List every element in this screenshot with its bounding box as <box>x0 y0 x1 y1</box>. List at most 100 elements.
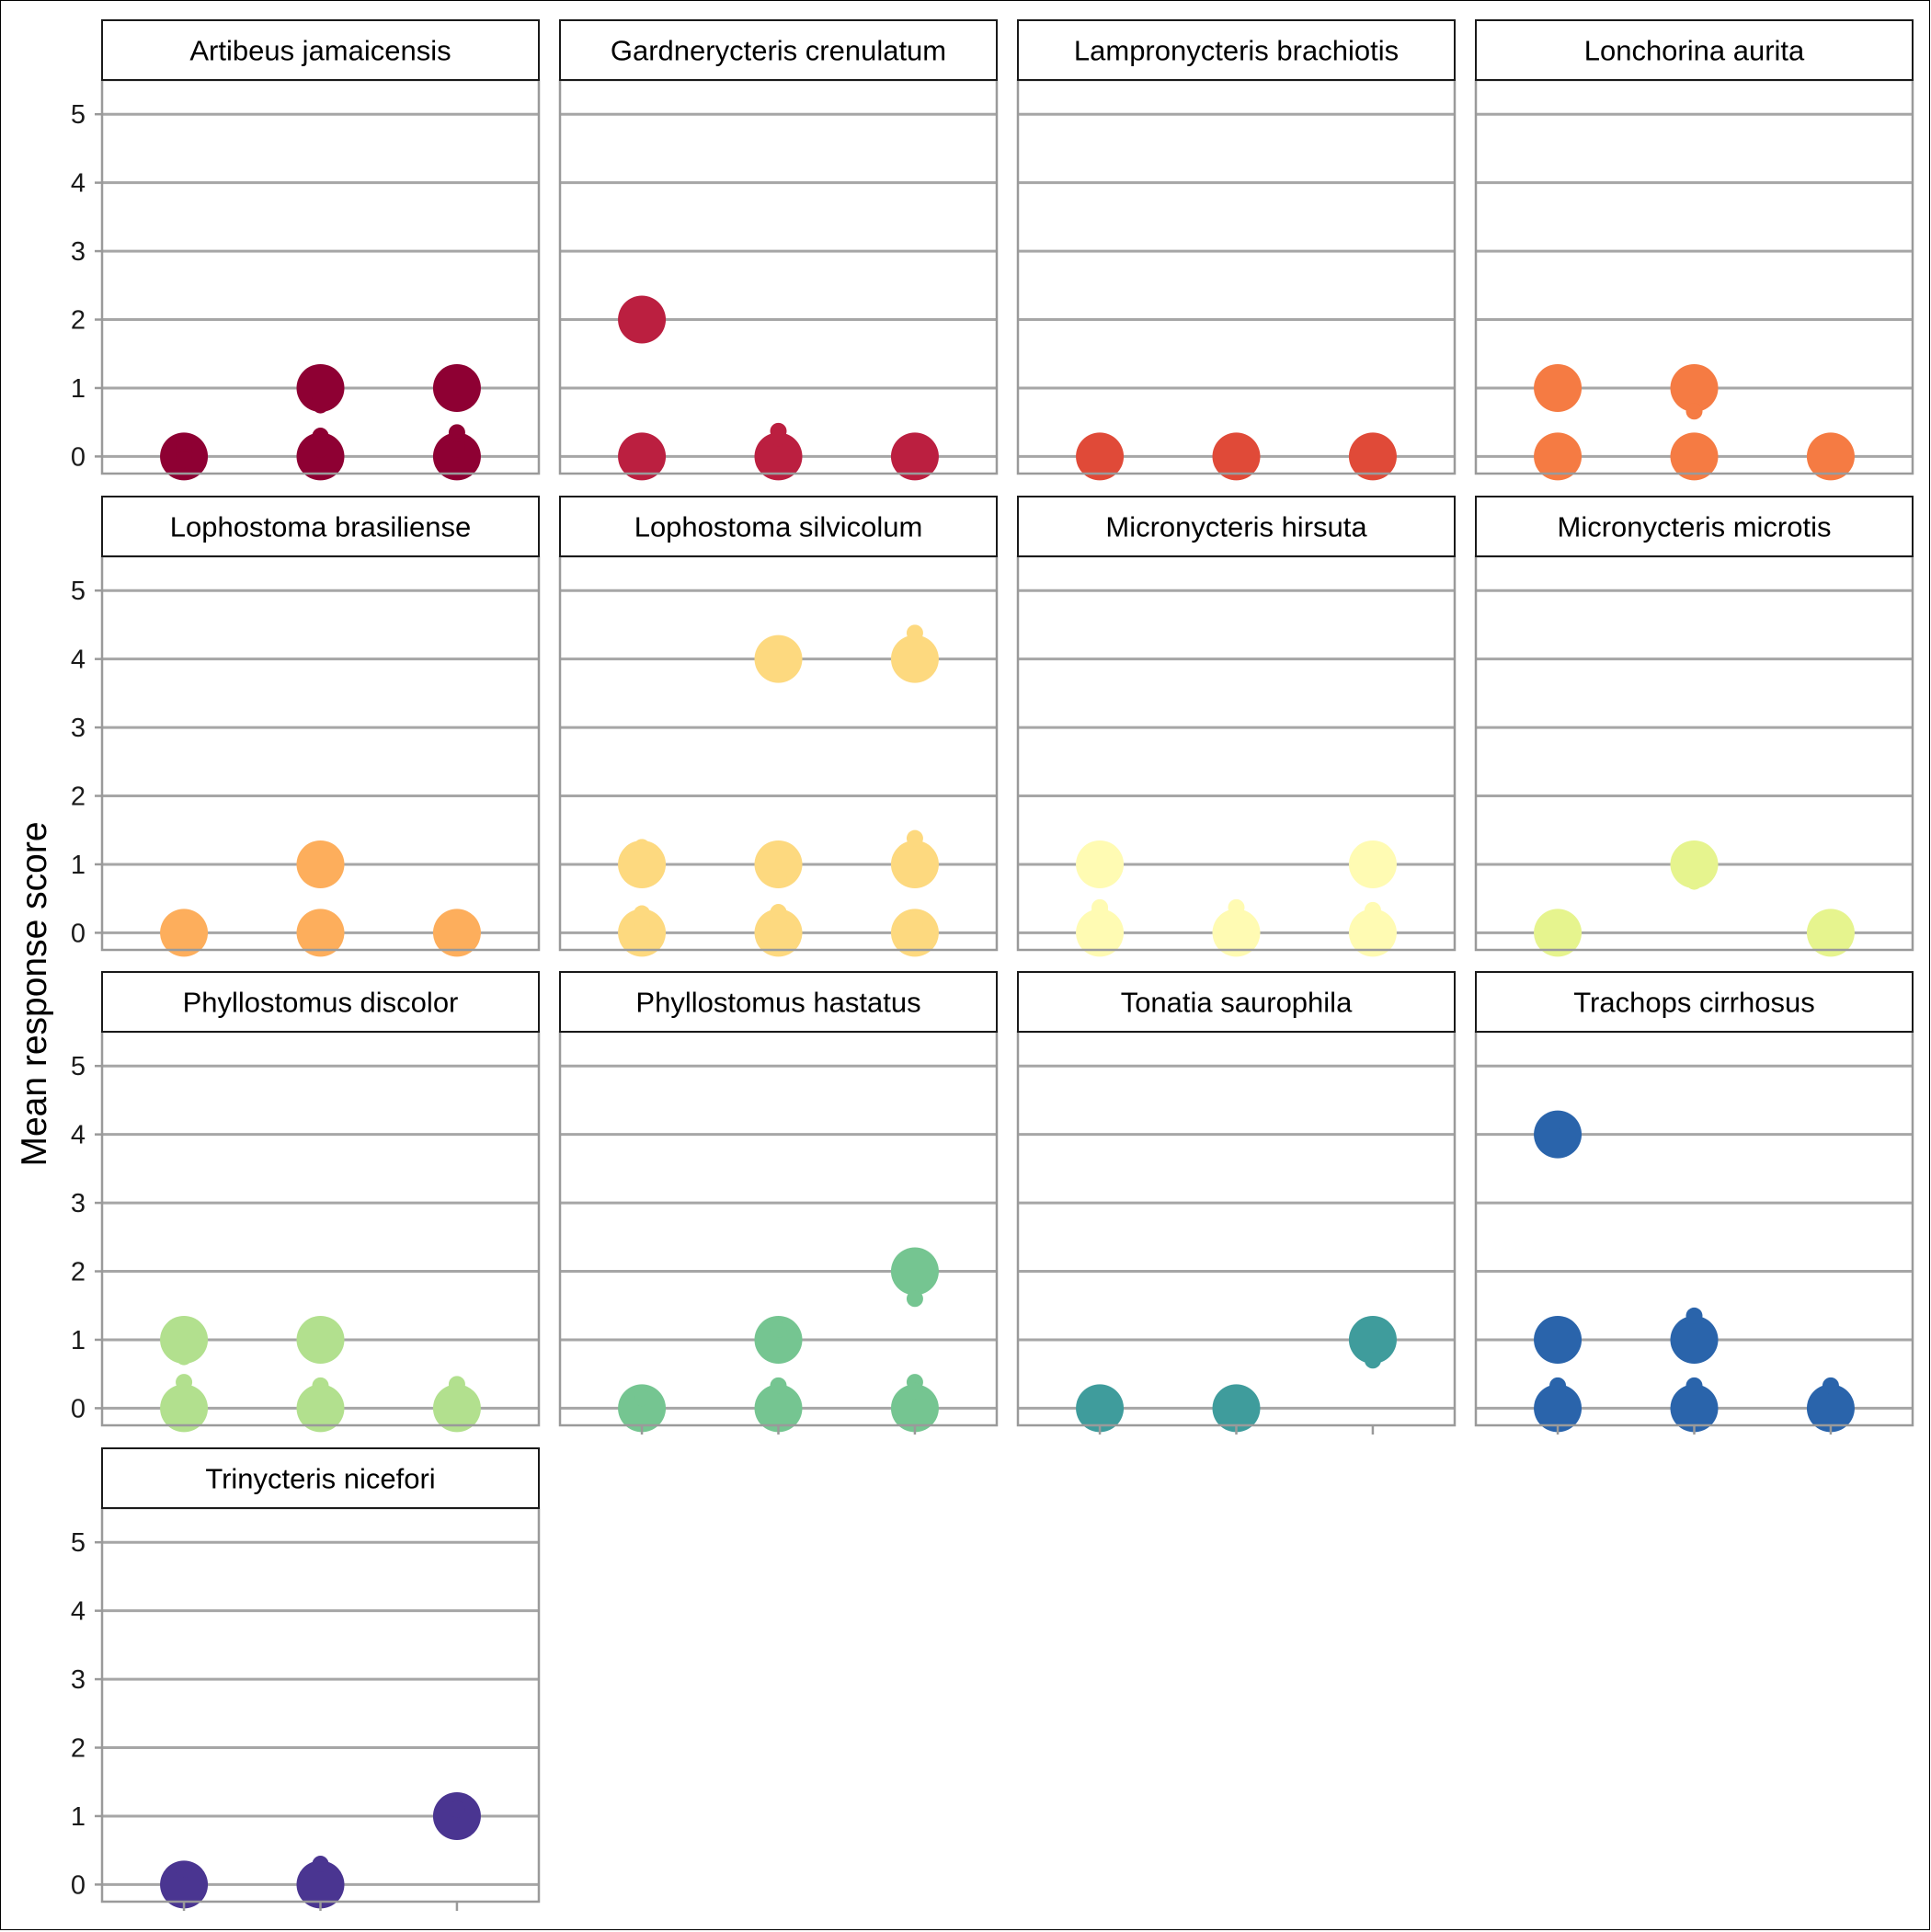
facet-strip <box>1475 19 1914 81</box>
data-point <box>448 1379 465 1397</box>
facet-panel: Phyllostomus discolor 0 1 2 3 4 5 <box>71 971 541 1433</box>
data-point <box>1364 1352 1381 1369</box>
y-tick-label: 2 <box>71 1258 86 1287</box>
facet-title: Lonchorina aurita <box>1584 35 1805 67</box>
facet-strip <box>559 19 998 81</box>
panel-background <box>560 1032 997 1425</box>
y-tick-label: 0 <box>71 1870 86 1900</box>
facet-strip <box>1475 496 1914 557</box>
data-point <box>770 1377 787 1394</box>
facet-strip <box>101 19 540 81</box>
data-point <box>618 432 667 481</box>
facet-strip <box>1475 971 1914 1033</box>
facet-panel: Micronycteris microtis <box>1474 496 1914 957</box>
data-point <box>312 1856 329 1873</box>
panel-background <box>1018 80 1455 474</box>
panel-background <box>560 556 997 950</box>
data-point <box>1549 1389 1567 1407</box>
y-tick-label: 0 <box>71 1394 86 1423</box>
y-tick-label: 4 <box>71 1121 86 1150</box>
data-point <box>160 1384 209 1433</box>
facet-title: Artibeus jamaicensis <box>189 35 451 67</box>
data-point <box>754 840 803 888</box>
facet-panel: Trinycteris nicefori 0 1 2 3 4 5 <box>71 1447 541 1911</box>
data-point <box>1076 909 1125 957</box>
panel-background <box>560 80 997 474</box>
data-point <box>1670 1315 1719 1364</box>
facet-panel: Phyllostomus hastatus <box>558 971 999 1435</box>
panel-background <box>1018 556 1455 950</box>
data-point <box>176 1382 193 1400</box>
facet-panel: Artibeus jamaicensis 0 1 2 3 4 5 <box>71 19 541 481</box>
y-tick-label: 3 <box>71 237 86 267</box>
facet-panel: Tonatia saurophila <box>1016 971 1457 1435</box>
data-point <box>176 1348 193 1366</box>
data-point <box>296 1860 345 1909</box>
panel-background <box>102 1508 539 1902</box>
data-point <box>754 634 803 683</box>
facet-strip <box>101 971 540 1033</box>
data-point <box>448 440 465 458</box>
data-point <box>296 1384 345 1433</box>
data-point <box>1670 1384 1719 1433</box>
data-point <box>754 432 803 481</box>
data-point <box>634 1389 651 1407</box>
data-point <box>312 1379 329 1397</box>
data-point <box>890 634 939 683</box>
data-point <box>1685 1307 1703 1324</box>
data-point <box>1685 1379 1703 1397</box>
panel-background <box>1476 556 1913 950</box>
data-point <box>1212 909 1261 957</box>
facet-title: Trachops cirrhosus <box>1573 987 1814 1019</box>
y-tick-label: 5 <box>71 100 86 130</box>
y-tick-label: 2 <box>71 1734 86 1764</box>
facet-title: Micronycteris microtis <box>1558 511 1832 543</box>
data-point <box>1822 1377 1839 1394</box>
data-point <box>1685 403 1703 420</box>
y-tick-label: 5 <box>71 1052 86 1081</box>
y-tick-label: 1 <box>71 1326 86 1355</box>
data-point <box>1348 432 1397 481</box>
y-tick-label: 3 <box>71 1665 86 1695</box>
panel-background <box>102 556 539 950</box>
data-point <box>1091 909 1109 927</box>
data-point <box>312 391 329 408</box>
data-point <box>1549 1112 1567 1129</box>
data-point <box>1212 432 1261 481</box>
data-point <box>1348 1315 1397 1364</box>
facet-title: Micronycteris hirsuta <box>1105 511 1367 543</box>
data-point <box>1806 909 1855 957</box>
data-point <box>312 440 329 458</box>
facet-strip <box>1017 496 1456 557</box>
facet-title: Gardnerycteris crenulatum <box>611 35 946 67</box>
y-tick-label: 1 <box>71 374 86 404</box>
data-point <box>296 363 345 412</box>
y-tick-label: 5 <box>71 1528 86 1558</box>
data-point <box>176 433 193 451</box>
data-point <box>770 869 787 886</box>
y-tick-label: 2 <box>71 306 86 336</box>
data-point <box>1685 873 1703 890</box>
facet-panel: Micronycteris hirsuta <box>1016 496 1457 957</box>
data-point <box>1348 909 1397 957</box>
data-point <box>1228 907 1245 924</box>
facet-title: Phyllostomus hastatus <box>635 987 920 1019</box>
data-point <box>906 624 923 642</box>
facet-strip <box>559 971 998 1033</box>
facet-title: Trinycteris nicefori <box>205 1463 435 1495</box>
facet-title: Lophostoma brasiliense <box>170 511 471 543</box>
y-tick-label: 3 <box>71 1189 86 1218</box>
y-axis-title: Mean response score <box>15 821 54 1166</box>
data-point <box>770 429 787 447</box>
data-point <box>160 1315 209 1364</box>
data-point <box>890 1384 939 1433</box>
y-tick-label: 1 <box>71 851 86 880</box>
facet-title: Lampronycteris brachiotis <box>1074 35 1399 67</box>
data-point <box>1076 1384 1125 1433</box>
y-tick-label: 5 <box>71 577 86 606</box>
data-point <box>634 916 651 933</box>
data-point <box>176 452 193 469</box>
panel-background <box>1476 1032 1913 1425</box>
facet-strip <box>101 496 540 557</box>
